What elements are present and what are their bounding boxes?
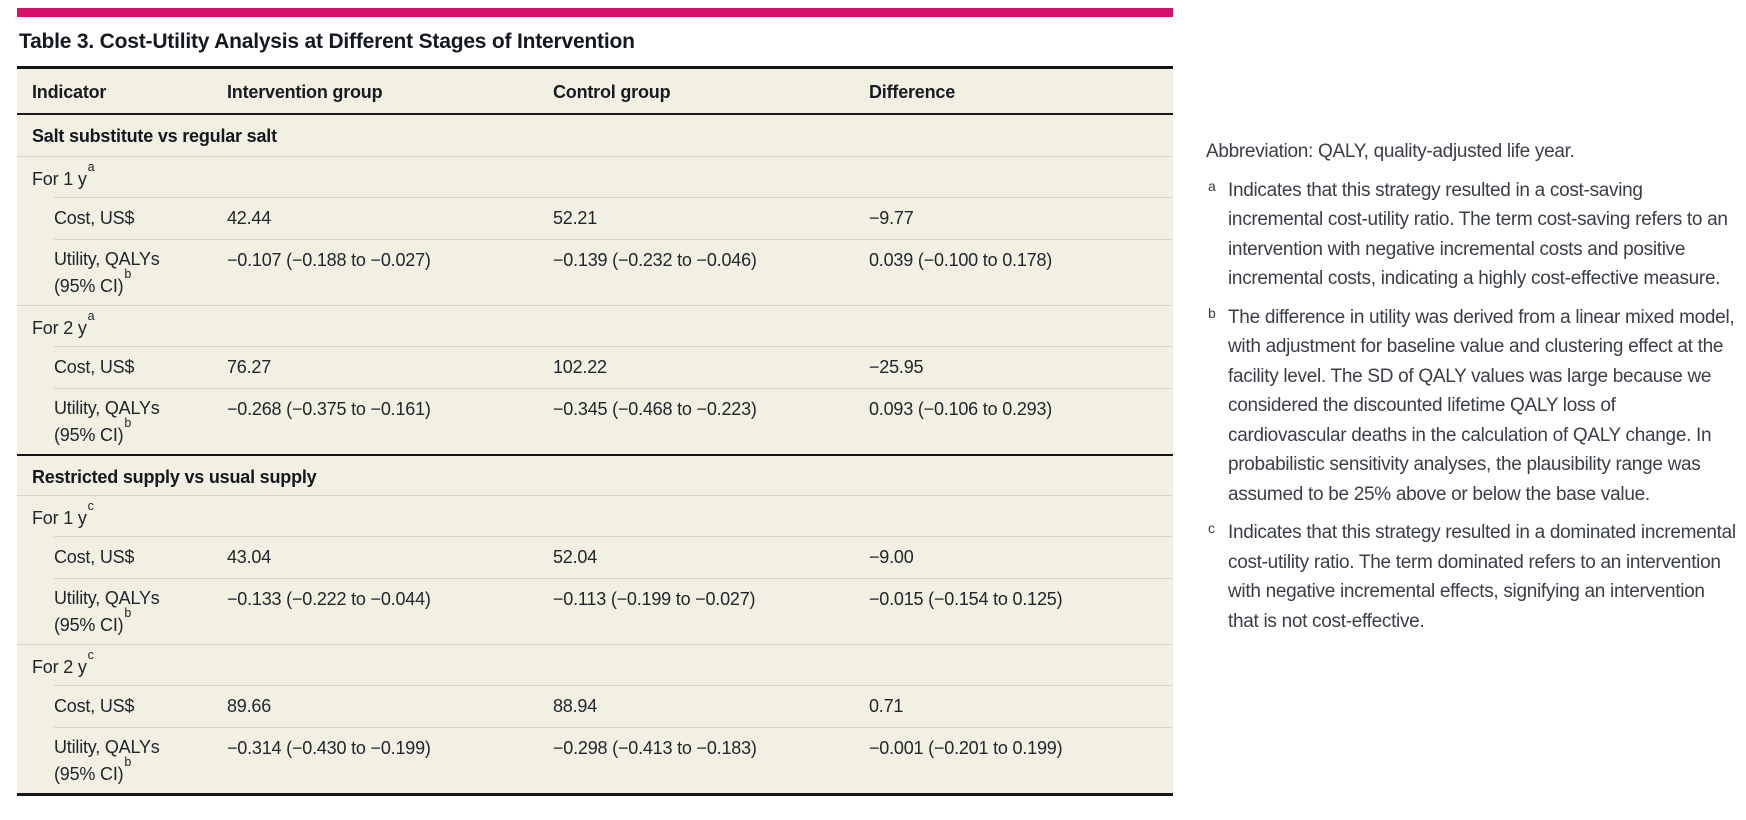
row-label: Utility, QALYs (95% CI)b <box>17 727 227 793</box>
cell-difference: −0.015 (−0.154 to 0.125) <box>869 589 1063 609</box>
cell-control: −0.139 (−0.232 to −0.046) <box>553 250 757 270</box>
cell-difference: −0.001 (−0.201 to 0.199) <box>869 738 1063 758</box>
table-row-cost: Cost, US$ 43.04 52.04 −9.00 <box>17 536 1173 578</box>
cell-control: 52.21 <box>553 208 598 228</box>
cell-intervention: 42.44 <box>227 208 272 228</box>
cell-difference: 0.71 <box>869 696 904 716</box>
table-row-utility: Utility, QALYs (95% CI)b −0.268 (−0.375 … <box>17 388 1173 454</box>
footnote-marker: b <box>124 755 132 769</box>
footnote-b-marker: b <box>1208 304 1216 321</box>
column-header-difference: Difference <box>869 82 956 102</box>
column-header-indicator: Indicator <box>32 82 107 102</box>
section-header-label: Restricted supply vs usual supply <box>32 467 317 487</box>
subsection-label: For 2 ya <box>17 305 1173 346</box>
table-row-cost: Cost, US$ 89.66 88.94 0.71 <box>17 685 1173 727</box>
cell-difference: 0.039 (−0.100 to 0.178) <box>869 250 1053 270</box>
footnote-c: c Indicates that this strategy resulted … <box>1206 518 1738 636</box>
row-label: Utility, QALYs (95% CI)b <box>17 388 227 454</box>
table-title: Table 3. Cost-Utility Analysis at Differ… <box>19 30 635 53</box>
footnote-a: a Indicates that this strategy resulted … <box>1206 176 1738 294</box>
cost-utility-table: Indicator Intervention group Control gro… <box>17 66 1173 796</box>
abbreviation-note: Abbreviation: QALY, quality-adjusted lif… <box>1206 141 1575 162</box>
table-row-cost: Cost, US$ 76.27 102.22 −25.95 <box>17 346 1173 388</box>
row-label-line1: Utility, QALYs <box>54 398 160 418</box>
footnote-marker: b <box>124 267 132 281</box>
table-panel: Table 3. Cost-Utility Analysis at Differ… <box>17 8 1173 796</box>
section-header-row: Salt substitute vs regular salt <box>17 115 1173 156</box>
column-header-control-group: Control group <box>553 82 671 102</box>
footnote-a-marker: a <box>1208 177 1216 194</box>
cell-control: −0.345 (−0.468 to −0.223) <box>553 399 757 419</box>
row-label-line1: Utility, QALYs <box>54 249 160 269</box>
cell-intervention: −0.107 (−0.188 to −0.027) <box>227 250 431 270</box>
row-label-line2: (95% CI) <box>54 764 124 784</box>
row-label-line1: Utility, QALYs <box>54 737 160 757</box>
cell-control: 88.94 <box>553 696 598 716</box>
cell-difference: −9.77 <box>869 208 914 228</box>
subsection-label: For 1 yc <box>17 495 1173 536</box>
subsection-label-text: For 1 y <box>32 169 87 189</box>
subsection-row: For 1 yc <box>17 495 1173 536</box>
cell-difference: −25.95 <box>869 357 924 377</box>
footnote-marker: b <box>124 416 132 430</box>
cell-control: 52.04 <box>553 547 598 567</box>
cell-intervention: 76.27 <box>227 357 272 377</box>
journal-accent-bar <box>17 8 1173 17</box>
subsection-label-text: For 2 y <box>32 318 87 338</box>
cell-intervention: −0.314 (−0.430 to −0.199) <box>227 738 431 758</box>
footnote-c-text: Indicates that this strategy resulted in… <box>1228 522 1736 632</box>
subsection-label-text: For 1 y <box>32 508 87 528</box>
row-label: Cost, US$ <box>54 547 135 567</box>
subsection-label: For 1 ya <box>17 156 1173 197</box>
footnotes-panel: Abbreviation: QALY, quality-adjusted lif… <box>1206 137 1738 645</box>
footnote-a-text: Indicates that this strategy resulted in… <box>1228 179 1728 290</box>
subsection-label: For 2 yc <box>17 644 1173 685</box>
subsection-row: For 2 yc <box>17 644 1173 685</box>
table-row-utility: Utility, QALYs (95% CI)b −0.314 (−0.430 … <box>17 727 1173 793</box>
table-row-utility: Utility, QALYs (95% CI)b −0.107 (−0.188 … <box>17 239 1173 305</box>
row-label-line2: (95% CI) <box>54 425 124 445</box>
table-row-utility: Utility, QALYs (95% CI)b −0.133 (−0.222 … <box>17 578 1173 644</box>
cell-control: −0.298 (−0.413 to −0.183) <box>553 738 757 758</box>
cell-intervention: −0.268 (−0.375 to −0.161) <box>227 399 431 419</box>
row-label: Cost, US$ <box>54 357 135 377</box>
cell-intervention: 89.66 <box>227 696 272 716</box>
row-label: Utility, QALYs (95% CI)b <box>17 578 227 644</box>
column-header-intervention-group: Intervention group <box>227 82 383 102</box>
subsection-row: For 2 ya <box>17 305 1173 346</box>
footnote-marker: a <box>87 309 95 323</box>
cell-difference: 0.093 (−0.106 to 0.293) <box>869 399 1053 419</box>
footnote-b-text: The difference in utility was derived fr… <box>1228 306 1735 505</box>
footnote-marker: a <box>87 160 95 174</box>
subsection-label-text: For 2 y <box>32 657 87 677</box>
section-header-label: Salt substitute vs regular salt <box>32 126 277 146</box>
cell-intervention: 43.04 <box>227 547 272 567</box>
row-label: Cost, US$ <box>54 208 135 228</box>
footnote-c-marker: c <box>1208 520 1215 536</box>
cell-control: −0.113 (−0.199 to −0.027) <box>553 589 756 609</box>
section-header-row: Restricted supply vs usual supply <box>17 454 1173 495</box>
table-row-cost: Cost, US$ 42.44 52.21 −9.77 <box>17 197 1173 239</box>
row-label-line2: (95% CI) <box>54 276 124 296</box>
row-label: Utility, QALYs (95% CI)b <box>17 239 227 305</box>
cell-control: 102.22 <box>553 357 607 377</box>
row-label: Cost, US$ <box>54 696 135 716</box>
table-header-row: Indicator Intervention group Control gro… <box>17 69 1173 115</box>
footnote-b: b The difference in utility was derived … <box>1206 303 1738 510</box>
subsection-row: For 1 ya <box>17 156 1173 197</box>
row-label-line1: Utility, QALYs <box>54 588 160 608</box>
cell-difference: −9.00 <box>869 547 914 567</box>
row-label-line2: (95% CI) <box>54 615 124 635</box>
cell-intervention: −0.133 (−0.222 to −0.044) <box>227 589 431 609</box>
footnote-marker: c <box>87 648 94 662</box>
footnote-marker: c <box>87 499 94 513</box>
footnote-marker: b <box>124 606 132 620</box>
